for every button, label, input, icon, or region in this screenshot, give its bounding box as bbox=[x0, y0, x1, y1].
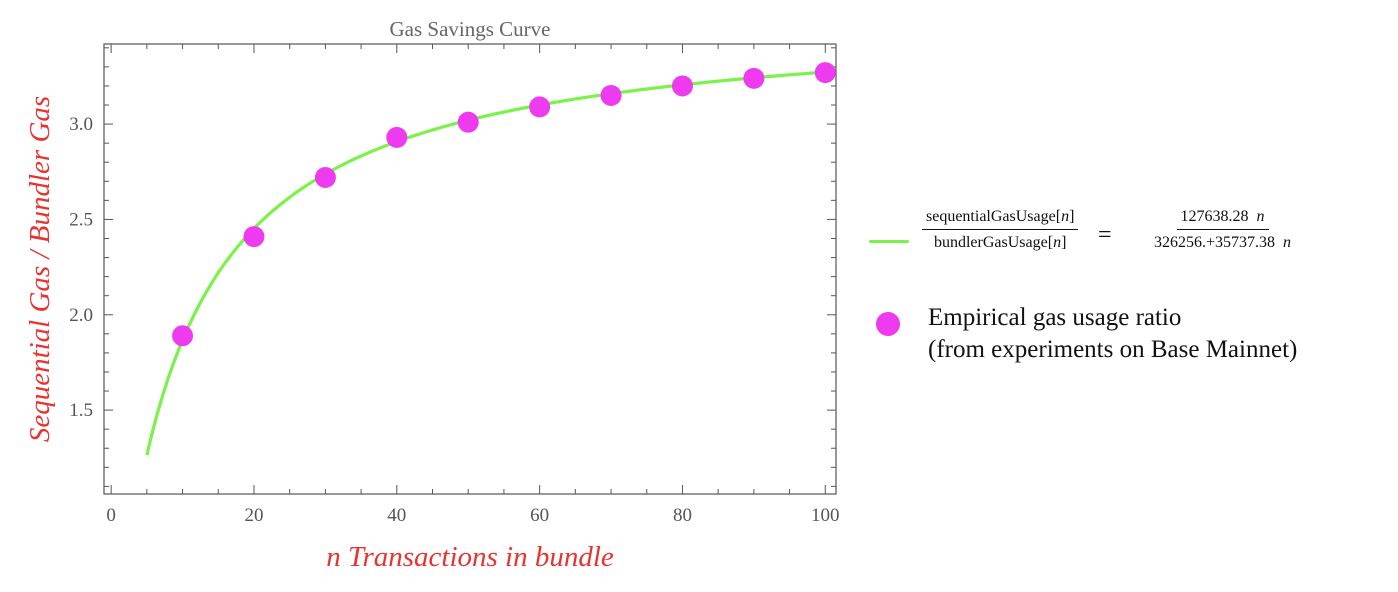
scatter-points-layer bbox=[172, 62, 836, 347]
legend-lhs-fraction: sequentialGasUsage[n] bundlerGasUsage[n] bbox=[922, 208, 1079, 252]
x-tick-label: 60 bbox=[530, 505, 549, 526]
legend-line-swatch bbox=[869, 240, 909, 243]
x-tick-label: 0 bbox=[106, 505, 116, 526]
legend-var: n bbox=[1053, 234, 1062, 251]
x-tick-label: 100 bbox=[811, 505, 840, 526]
y-tick-label: 2.5 bbox=[69, 209, 93, 230]
legend-rhs-fraction: 127638.28 n 326256.+35737.38 n bbox=[1150, 208, 1295, 252]
legend-scatter-line1: Empirical gas usage ratio bbox=[928, 304, 1182, 331]
legend-rhs-numerator: 127638.28 bbox=[1180, 208, 1249, 225]
y-axis-label: Sequential Gas / Bundler Gas bbox=[24, 96, 56, 442]
data-point bbox=[172, 325, 194, 347]
legend-equals: = bbox=[1098, 222, 1112, 248]
legend-lhs-numerator: sequentialGasUsage[ bbox=[926, 208, 1062, 225]
x-tick-label: 80 bbox=[673, 505, 692, 526]
y-tick-label: 3.0 bbox=[69, 114, 93, 135]
data-point bbox=[314, 166, 336, 188]
data-point bbox=[529, 96, 551, 118]
legend-scatter-line2: (from experiments on Base Mainnet) bbox=[928, 336, 1298, 363]
fit-curve bbox=[145, 70, 826, 456]
legend-lhs-denominator: bundlerGasUsage[ bbox=[933, 234, 1054, 251]
data-point bbox=[671, 75, 693, 97]
data-point bbox=[600, 84, 622, 106]
y-tick-label: 1.5 bbox=[69, 400, 93, 421]
legend-dot-swatch bbox=[876, 312, 900, 336]
data-point bbox=[243, 226, 265, 248]
axis-ticks: 0 20 40 60 80 100 1.5 2.0 2.5 3.0 bbox=[69, 44, 840, 526]
data-point bbox=[386, 126, 408, 148]
y-tick-label: 2.0 bbox=[69, 305, 93, 326]
legend-var: n bbox=[1256, 208, 1265, 225]
legend-var: n bbox=[1061, 208, 1070, 225]
legend-bracket: ] bbox=[1061, 234, 1067, 251]
fit-curve-layer bbox=[145, 70, 826, 456]
data-point bbox=[814, 62, 836, 84]
x-tick-label: 40 bbox=[387, 505, 406, 526]
data-point bbox=[743, 67, 765, 89]
plot-frame bbox=[103, 43, 837, 495]
chart-title: Gas Savings Curve bbox=[390, 17, 551, 41]
legend-bracket: ] bbox=[1069, 208, 1075, 225]
legend-var: n bbox=[1283, 234, 1292, 251]
data-point bbox=[457, 111, 479, 133]
legend-rhs-denominator: 326256.+35737.38 bbox=[1154, 234, 1276, 251]
x-axis-label: n Transactions in bundle bbox=[326, 541, 614, 573]
x-tick-label: 20 bbox=[244, 505, 263, 526]
